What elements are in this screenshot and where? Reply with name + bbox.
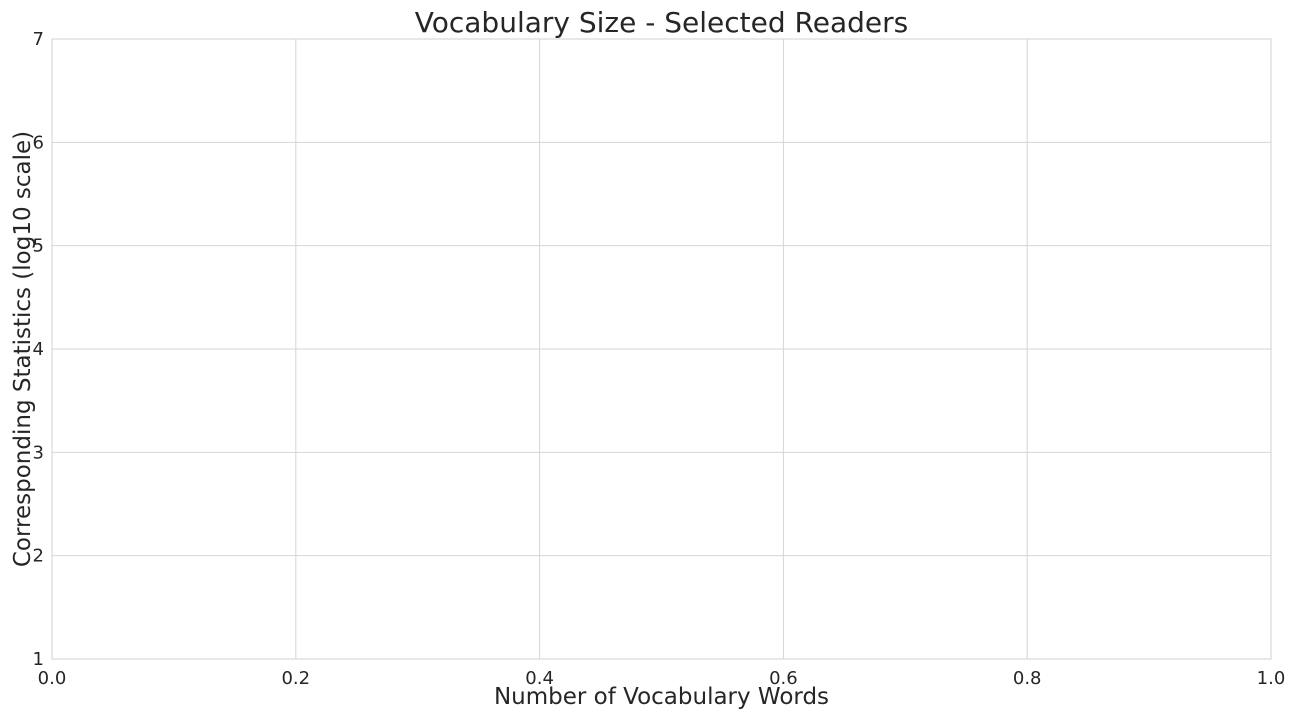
y-tick-label: 2	[33, 546, 44, 567]
x-tick-label: 0.6	[769, 668, 798, 689]
y-tick-label: 5	[33, 236, 44, 257]
x-tick-label: 0.4	[525, 668, 554, 689]
y-tick-label: 3	[33, 442, 44, 463]
x-tick-label: 1.0	[1257, 668, 1286, 689]
chart-title: Vocabulary Size - Selected Readers	[415, 6, 908, 39]
y-tick-label: 1	[33, 649, 44, 670]
y-tick-label: 4	[33, 339, 44, 360]
y-axis-label: Corresponding Statistics (log10 scale)	[10, 131, 36, 567]
x-tick-label: 0.2	[281, 668, 310, 689]
y-tick-labels: 1 2 3 4 5 6 7	[33, 29, 44, 670]
plot-frame	[51, 38, 1272, 660]
y-tick-label: 6	[33, 132, 44, 153]
x-tick-labels: 0.0 0.2 0.4 0.6 0.8 1.0	[38, 668, 1286, 689]
x-tick-label: 0.0	[38, 668, 67, 689]
x-tick-label: 0.8	[1013, 668, 1042, 689]
y-tick-label: 7	[33, 29, 44, 50]
x-axis-label: Number of Vocabulary Words	[494, 684, 829, 710]
